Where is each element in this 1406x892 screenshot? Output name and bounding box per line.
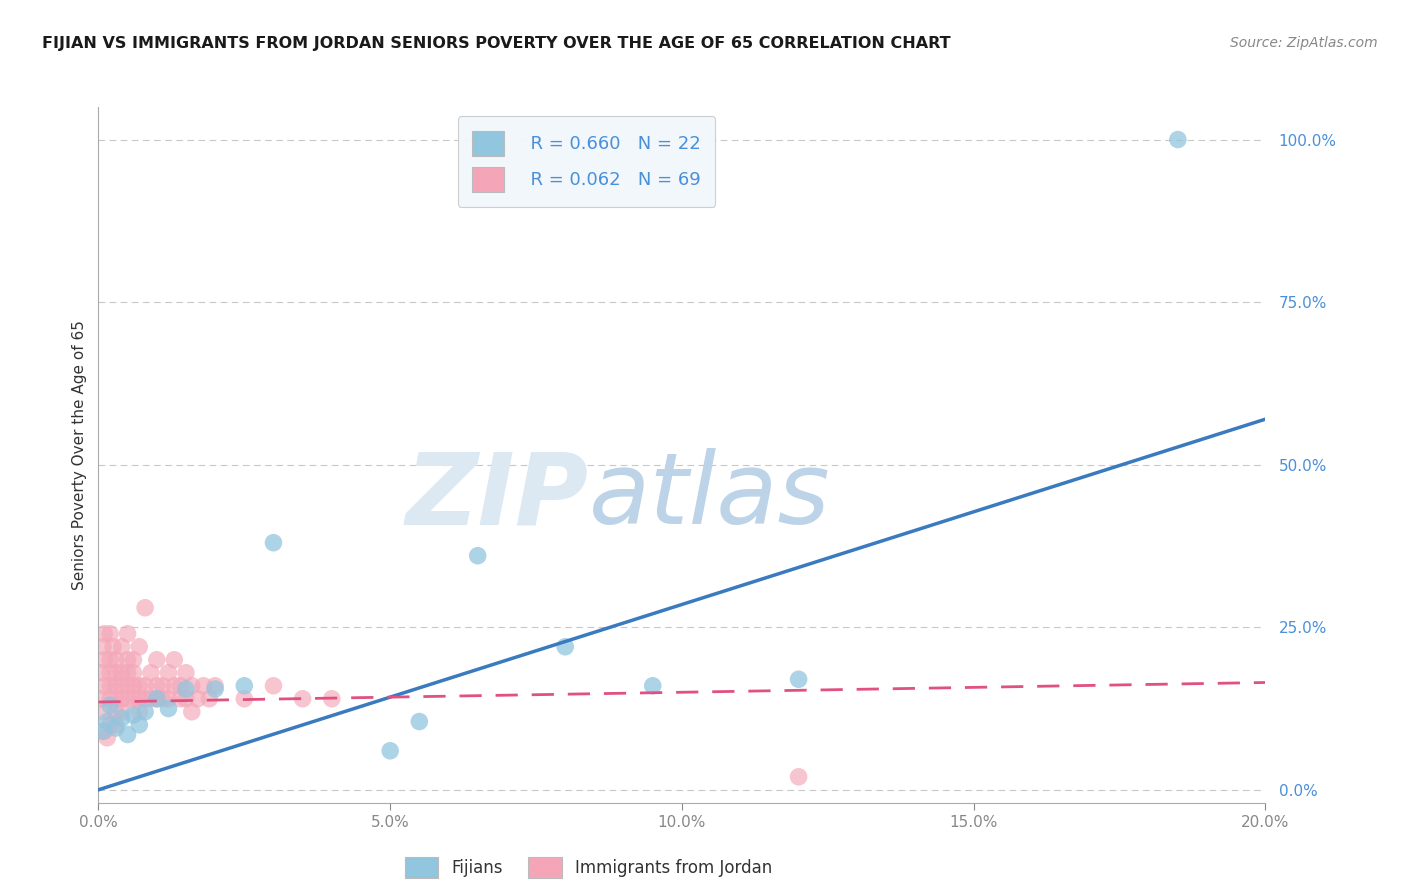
Point (104, 653, 127, 667)
Point (111, 679, 134, 693)
Point (122, 708, 145, 723)
Point (111, 691, 134, 706)
Point (93, 626, 115, 640)
Point (146, 691, 169, 706)
Point (93, 705, 115, 719)
Point (104, 665, 127, 680)
Point (378, 744, 402, 758)
Point (98, 626, 121, 640)
Point (152, 691, 174, 706)
Point (204, 681, 226, 696)
Point (117, 626, 139, 640)
Point (262, 535, 284, 549)
Point (787, 770, 810, 784)
Point (128, 691, 150, 706)
Point (163, 679, 186, 693)
Point (98, 691, 121, 706)
Point (146, 691, 169, 706)
Point (93, 679, 115, 693)
Point (134, 705, 156, 719)
Point (104, 691, 127, 706)
Point (157, 665, 180, 680)
Point (101, 640, 124, 654)
Point (139, 665, 162, 680)
Point (408, 714, 430, 729)
Point (96, 714, 118, 729)
Point (204, 679, 226, 693)
Point (104, 718, 127, 732)
Point (91, 640, 114, 654)
Point (128, 705, 150, 719)
Point (91, 724, 114, 739)
Point (122, 653, 145, 667)
Point (98, 698, 121, 713)
Point (104, 721, 127, 735)
Point (134, 679, 156, 693)
Point (117, 679, 139, 693)
Point (117, 665, 139, 680)
Point (111, 705, 134, 719)
Point (174, 691, 197, 706)
Point (152, 679, 174, 693)
Point (180, 705, 202, 719)
Point (128, 640, 150, 654)
Point (90, 665, 112, 680)
Point (98, 679, 121, 693)
Point (198, 691, 221, 706)
Point (98, 653, 121, 667)
Text: atlas: atlas (589, 448, 830, 545)
Point (146, 679, 169, 693)
Point (93, 653, 115, 667)
Point (233, 679, 256, 693)
Point (134, 600, 156, 615)
Legend: Fijians, Immigrants from Jordan: Fijians, Immigrants from Jordan (398, 850, 779, 885)
Point (98, 665, 121, 680)
Point (321, 691, 343, 706)
Point (291, 691, 314, 706)
Point (554, 640, 576, 654)
Point (467, 549, 489, 563)
Point (787, 672, 810, 686)
Point (111, 665, 134, 680)
Point (262, 679, 284, 693)
Point (93, 724, 115, 739)
Point (180, 679, 202, 693)
Y-axis label: Seniors Poverty Over the Age of 65: Seniors Poverty Over the Age of 65 (72, 320, 87, 590)
Point (104, 679, 127, 693)
Point (122, 679, 145, 693)
Point (117, 727, 139, 741)
Point (128, 679, 150, 693)
Point (146, 653, 169, 667)
Point (641, 679, 664, 693)
Point (157, 691, 180, 706)
Point (169, 679, 191, 693)
Point (111, 711, 134, 725)
Point (134, 691, 156, 706)
Point (233, 691, 256, 706)
Point (174, 681, 197, 696)
Point (1167, 132, 1189, 146)
Point (139, 691, 162, 706)
Point (169, 691, 191, 706)
Point (128, 718, 150, 732)
Point (122, 665, 145, 680)
Point (111, 640, 134, 654)
Point (89, 691, 111, 706)
Point (163, 653, 186, 667)
Point (157, 701, 180, 715)
Point (117, 691, 139, 706)
Point (174, 665, 197, 680)
Text: ZIP: ZIP (405, 448, 589, 545)
Point (122, 691, 145, 706)
Point (117, 653, 139, 667)
Text: FIJIAN VS IMMIGRANTS FROM JORDAN SENIORS POVERTY OVER THE AGE OF 65 CORRELATION : FIJIAN VS IMMIGRANTS FROM JORDAN SENIORS… (42, 36, 950, 51)
Point (187, 691, 209, 706)
Point (193, 679, 215, 693)
Text: Source: ZipAtlas.com: Source: ZipAtlas.com (1230, 36, 1378, 50)
Point (98, 718, 121, 732)
Point (96, 731, 118, 745)
Point (104, 705, 127, 719)
